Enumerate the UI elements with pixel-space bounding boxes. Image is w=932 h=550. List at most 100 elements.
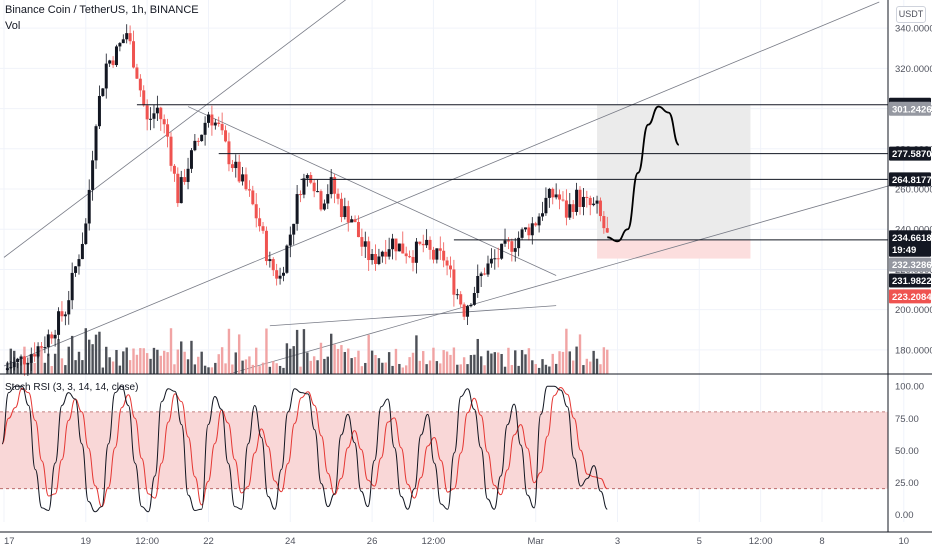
stoch-k-line [1,385,608,513]
candle-body [578,189,582,207]
price-tag-label: 19:49 [892,245,916,256]
candle-body [489,258,493,264]
candle-body [111,60,115,66]
candle-body [356,222,360,238]
candle-body [445,260,449,266]
candle-body [554,194,558,198]
symbol-title: Binance Coin / TetherUS, 1h, BINANCE [5,4,199,16]
candle-body [421,243,425,246]
candle-body [230,164,234,169]
trendline-resistance [187,106,557,276]
candle-body [428,239,432,250]
candle-body [176,173,180,204]
candle-body [585,196,589,198]
candle-body [244,174,248,190]
stoch-y-tick-label: 100.00 [895,382,924,393]
candle-body [22,356,26,365]
volume-bar [415,335,418,374]
candle-body [510,241,514,252]
volume-bar [258,366,261,374]
trendline-channel-upper [3,0,347,258]
volume-bar [384,362,387,374]
volume-bar [282,367,285,374]
candle-body [213,122,217,126]
volume-bar [135,354,139,374]
candle-body [152,113,156,119]
volume-bar [568,351,571,374]
candle-body [455,294,459,296]
price-tag-bg [889,146,931,161]
volume-bar [425,364,428,374]
currency-button[interactable]: USDT [896,6,926,23]
candle-body [138,78,142,91]
candle-body [319,191,323,210]
candle-body [77,259,81,267]
candle-body [155,107,159,114]
candle-body [435,248,439,260]
volume-bar [445,351,449,374]
candle-body [114,46,118,66]
price-tag-bg [889,172,931,187]
volume-bar [418,360,422,374]
candle-body [339,198,343,218]
candle-body [43,347,47,349]
horizontal-levels [136,104,888,241]
candle-body [333,177,337,194]
volume-bar [330,333,333,374]
x-tick-label: 12:00 [135,536,159,547]
volume-bar [88,339,91,374]
volume-bar [592,350,595,374]
volume-bar [36,350,40,374]
y-tick-label: 320.0000 [895,64,932,75]
volume-bar [53,353,57,374]
volume-bar [176,349,180,374]
volume-bar [507,347,510,374]
volume-bar [551,353,554,374]
candle-body [377,256,381,265]
volume-bar [224,363,227,374]
candle-body [316,191,320,193]
candle-body [466,306,470,317]
volume-bar [312,356,316,374]
candle-body [431,249,435,260]
volume-bar [595,358,599,374]
stoch-rsi-label: Stoch RSI (3, 3, 14, 14, close) [5,382,139,393]
volume-bar [142,348,145,374]
volume-bar [105,346,108,374]
candle-body [363,241,367,247]
candle-body [374,254,378,265]
candle-body [472,293,476,305]
volume-bar [292,346,295,374]
volume-bar [347,348,350,374]
candle-body [9,367,13,369]
candle-body [527,227,531,236]
candles [5,24,609,376]
volume-bar [234,352,237,374]
candle-body [135,67,139,79]
volume-bar [537,367,541,374]
volume-bar [398,363,401,374]
candle-body [483,273,487,275]
volume-bar [306,352,309,374]
volume-bar [531,360,534,374]
candle-body [217,122,221,125]
candle-body [493,258,497,260]
volume-bar [449,354,452,374]
volume-bar [479,356,483,374]
candle-body [571,204,575,212]
price-tag-label: 231.9822 [892,276,932,287]
volume-bar [534,364,537,374]
candle-body [544,197,548,214]
volume-bar [210,367,214,374]
price-tag-bg [889,230,931,245]
candle-body [97,95,101,127]
volume-bar [561,351,565,374]
candle-body [411,256,415,263]
volume-bar [336,348,340,374]
candle-body [564,200,568,218]
volume-bar [285,343,289,374]
x-tick-label: Mar [528,536,544,547]
volume-bar [272,361,275,374]
